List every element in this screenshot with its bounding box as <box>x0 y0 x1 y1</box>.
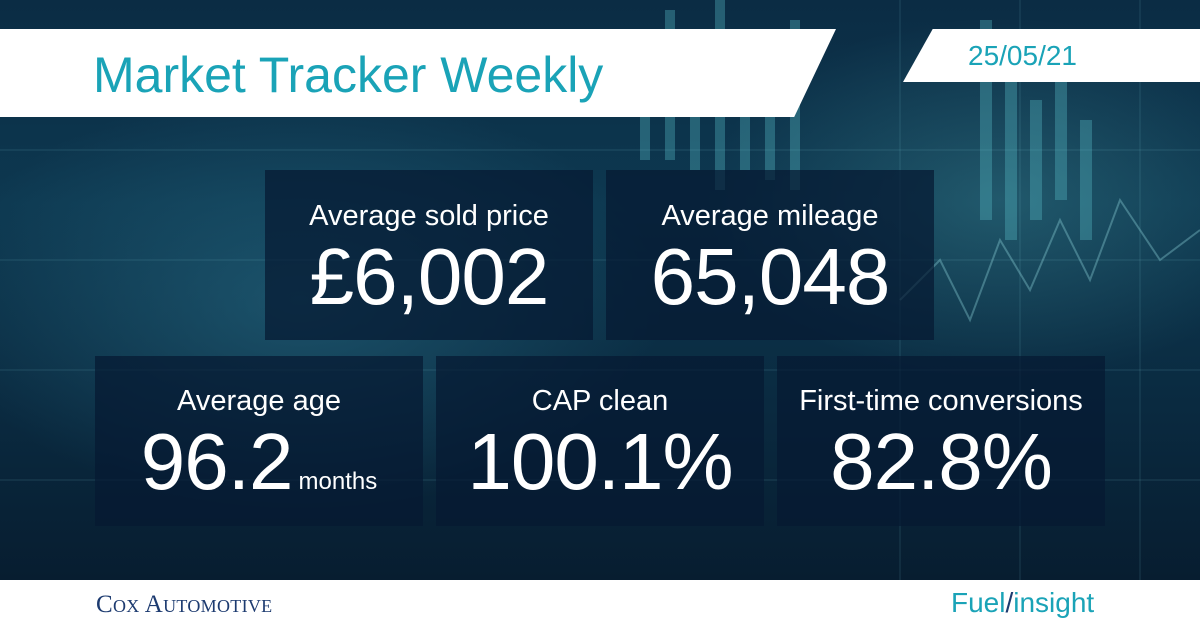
date-label: 25/05/21 <box>968 40 1077 71</box>
stat-label: Average mileage <box>661 200 879 232</box>
title-banner <box>0 29 836 117</box>
stat-label: First-time conversions <box>799 385 1083 417</box>
page-title: Market Tracker Weekly <box>93 47 604 103</box>
stat-label: Average age <box>177 385 341 417</box>
fuel-insight-logo: Fuel/insight <box>951 586 1094 620</box>
footer <box>0 580 1200 627</box>
stat-value: £6,002 <box>309 232 550 321</box>
stat-label: Average sold price <box>309 200 549 232</box>
stat-value: 65,048 <box>650 232 891 321</box>
stat-unit: months <box>298 468 378 495</box>
fuel-insight-logo-part2: insight <box>1013 587 1095 618</box>
cox-automotive-logo: Cox Automotive <box>96 591 273 618</box>
stat-value: 96.2 months <box>95 419 423 525</box>
stat-card-average-mileage: Average mileage 65,048 <box>606 170 934 340</box>
stat-card-first-time-conversions: First-time conversions 82.8% <box>777 356 1105 526</box>
date-banner <box>903 29 1200 82</box>
fuel-insight-logo-part1: Fuel <box>951 587 1006 618</box>
stat-value: 100.1% <box>467 417 733 506</box>
stat-card-cap-clean: CAP clean 100.1% <box>436 356 764 526</box>
stat-value: 82.8% <box>830 417 1053 506</box>
stat-label: CAP clean <box>531 385 669 417</box>
stat-card-average-age: Average age 96.2 months <box>95 356 423 526</box>
stat-value-number: 96.2 <box>140 417 294 506</box>
fuel-insight-logo-separator: / <box>1005 587 1014 618</box>
stat-card-average-sold-price: Average sold price £6,002 <box>265 170 593 340</box>
